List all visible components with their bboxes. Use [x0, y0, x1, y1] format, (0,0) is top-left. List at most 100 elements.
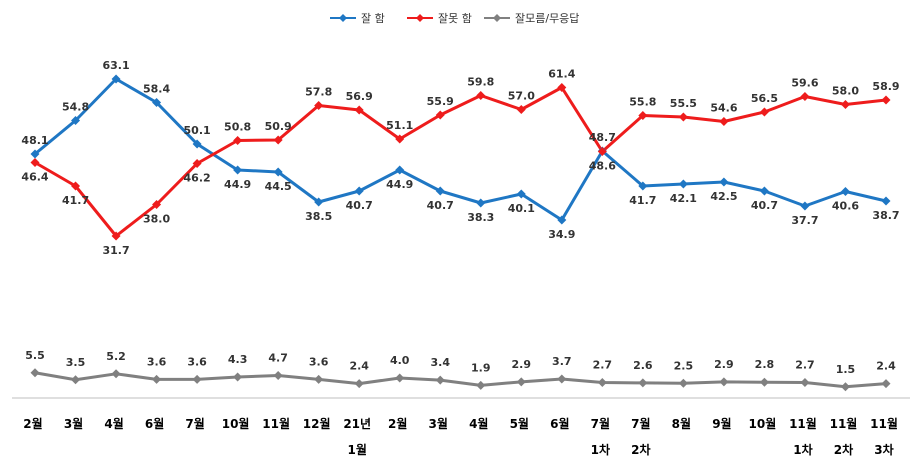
data-label-bad: 55.8 [629, 96, 656, 109]
x-tick-label: 11월 [830, 416, 858, 431]
data-point-unknown [719, 377, 729, 387]
data-point-good [273, 167, 283, 177]
legend: 잘 함 잘못 함 잘모름/무응답 [330, 12, 579, 25]
data-point-unknown [557, 374, 567, 384]
data-label-unknown: 1.9 [471, 361, 491, 374]
data-label-unknown: 5.5 [25, 349, 45, 362]
data-label-bad: 57.0 [508, 90, 535, 103]
data-label-bad: 61.4 [548, 68, 575, 81]
data-point-unknown [30, 368, 40, 378]
data-label-unknown: 2.4 [349, 360, 369, 373]
series-line-bad [34, 86, 887, 238]
data-label-unknown: 1.5 [836, 363, 856, 376]
data-point-good [759, 186, 769, 196]
data-point-bad [395, 134, 405, 144]
data-label-good: 40.7 [751, 199, 778, 212]
data-point-good [435, 186, 445, 196]
data-label-bad: 55.9 [427, 95, 454, 108]
data-point-unknown [71, 375, 81, 385]
data-point-unknown [152, 374, 162, 384]
data-label-unknown: 2.8 [755, 358, 775, 371]
x-tick-label: 1차 [591, 442, 610, 457]
data-point-unknown [233, 372, 243, 382]
data-label-bad: 31.7 [102, 244, 129, 257]
data-label-bad: 48.6 [589, 160, 616, 173]
data-point-good [71, 116, 81, 125]
data-label-good: 44.5 [265, 180, 292, 193]
data-label-bad: 59.8 [467, 76, 494, 89]
data-label-unknown: 5.2 [106, 350, 126, 363]
series-line-good [34, 77, 887, 222]
data-label-unknown: 2.9 [714, 358, 734, 371]
data-label-good: 38.5 [305, 210, 332, 223]
data-point-unknown [354, 379, 364, 389]
data-point-bad [719, 117, 729, 126]
data-point-unknown [192, 374, 202, 384]
data-point-good [638, 181, 648, 191]
data-label-good: 40.6 [832, 200, 859, 213]
data-label-good: 44.9 [386, 178, 413, 191]
x-tick-label: 7월 [185, 416, 204, 431]
data-label-unknown: 2.5 [674, 359, 694, 372]
data-point-bad [273, 135, 283, 145]
data-point-unknown [435, 375, 445, 385]
data-point-bad [678, 112, 688, 122]
data-point-bad [800, 92, 810, 101]
data-label-bad: 56.5 [751, 92, 778, 105]
data-label-bad: 50.9 [265, 120, 292, 133]
data-label-good: 48.1 [21, 134, 48, 147]
series-line-unknown [34, 371, 887, 389]
x-tick-label: 3월 [429, 416, 448, 431]
data-label-unknown: 3.6 [147, 355, 167, 368]
data-label-unknown: 4.3 [228, 353, 248, 366]
x-tick-label: 1차 [793, 442, 812, 457]
data-label-good: 37.7 [791, 214, 818, 227]
x-tick-label: 10월 [749, 416, 777, 431]
legend-marker-good [339, 14, 347, 22]
data-point-unknown [516, 377, 526, 387]
data-label-good: 44.9 [224, 178, 251, 191]
data-label-bad: 38.0 [143, 213, 170, 226]
data-label-good: 63.1 [102, 59, 129, 72]
data-point-unknown [759, 377, 769, 387]
data-label-unknown: 4.0 [390, 354, 410, 367]
data-point-good [354, 186, 364, 196]
data-point-bad [881, 95, 891, 105]
x-tick-label: 2차 [834, 442, 853, 457]
data-point-unknown [638, 378, 648, 388]
x-tick-label: 7월 [591, 416, 610, 431]
data-label-bad: 56.9 [346, 90, 373, 103]
data-point-good [30, 149, 40, 159]
legend-label-good: 잘 함 [361, 12, 385, 25]
data-label-good: 42.1 [670, 192, 697, 205]
x-tick-label: 2월 [23, 416, 42, 431]
data-point-good [111, 74, 121, 84]
data-label-bad: 58.0 [832, 85, 859, 98]
data-point-unknown [678, 378, 688, 388]
data-label-good: 38.7 [872, 209, 899, 222]
x-tick-label: 11월 [789, 416, 817, 431]
data-point-bad [192, 159, 202, 168]
data-point-good [152, 98, 162, 107]
data-label-unknown: 3.6 [309, 355, 329, 368]
data-label-bad: 54.6 [710, 102, 737, 115]
data-label-unknown: 2.6 [633, 359, 653, 372]
x-tick-label: 11월 [262, 416, 290, 431]
data-point-bad [71, 181, 81, 191]
data-point-unknown [314, 374, 324, 384]
data-label-unknown: 3.4 [430, 356, 450, 369]
data-label-bad: 41.7 [62, 194, 89, 207]
data-point-bad [354, 105, 364, 115]
data-label-good: 48.7 [589, 131, 616, 144]
data-point-unknown [800, 378, 810, 388]
x-tick-label: 11월 [870, 416, 898, 431]
data-label-bad: 57.8 [305, 86, 332, 99]
legend-marker-bad [416, 14, 424, 22]
data-label-good: 54.8 [62, 101, 89, 114]
data-label-bad: 58.9 [872, 80, 899, 93]
data-point-bad [233, 136, 243, 145]
data-label-good: 34.9 [548, 228, 575, 241]
data-label-good: 50.1 [184, 124, 211, 137]
x-tick-label: 6월 [550, 416, 569, 431]
data-label-bad: 46.4 [21, 171, 48, 184]
